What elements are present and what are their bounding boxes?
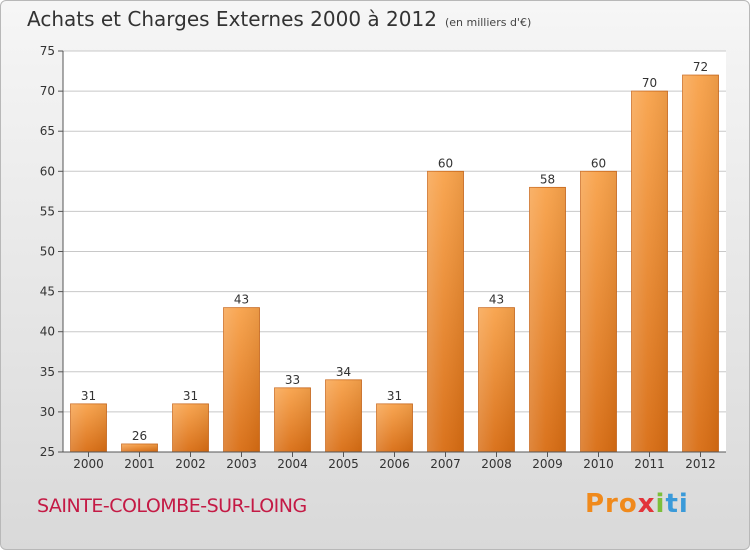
chart-subtitle: (en milliers d'€) (444, 16, 532, 29)
bar-value-label: 58 (540, 172, 555, 186)
x-tick-label: 2005 (328, 457, 359, 471)
bar-value-label: 26 (132, 429, 147, 443)
bar-shine (427, 171, 464, 453)
bar-shine (172, 403, 209, 452)
brand-part-3: i (655, 489, 666, 519)
bar-value-label: 34 (336, 365, 351, 379)
y-tick-label: 50 (40, 245, 55, 259)
x-tick-label: 2009 (532, 457, 563, 471)
bar-value-label: 72 (693, 60, 708, 74)
y-tick-label: 30 (40, 405, 55, 419)
x-tick-label: 2012 (685, 457, 716, 471)
brand-part-1: Pro (585, 489, 638, 519)
y-tick-label: 45 (40, 285, 55, 299)
chart-title-text: Achats et Charges Externes 2000 à 2012 (27, 7, 437, 31)
x-tick-label: 2004 (277, 457, 308, 471)
y-tick-label: 75 (40, 44, 55, 58)
x-tick-label: 2010 (583, 457, 614, 471)
bar-shine (325, 379, 362, 452)
x-tick-label: 2011 (634, 457, 665, 471)
bar-shine (682, 75, 719, 452)
x-tick-label: 2000 (73, 457, 104, 471)
x-tick-label: 2003 (226, 457, 257, 471)
x-tick-label: 2002 (175, 457, 206, 471)
y-tick-label: 25 (40, 445, 55, 459)
bar-shine (580, 171, 617, 453)
y-tick-label: 60 (40, 164, 55, 178)
bar-shine (478, 307, 515, 452)
y-tick-label: 35 (40, 365, 55, 379)
bar-shine (274, 387, 311, 452)
town-name: SAINTE-COLOMBE-SUR-LOING (37, 495, 307, 517)
x-tick-label: 2006 (379, 457, 410, 471)
bar-shine (631, 91, 668, 452)
bar-value-label: 33 (285, 373, 300, 387)
bar-shine (70, 403, 107, 452)
bar-shine (223, 307, 260, 452)
brand-part-4: ti (665, 489, 689, 519)
y-tick-label: 65 (40, 124, 55, 138)
y-tick-label: 70 (40, 84, 55, 98)
x-tick-label: 2001 (124, 457, 155, 471)
bar-value-label: 31 (183, 389, 198, 403)
bar-value-label: 70 (642, 76, 657, 90)
brand-part-2: x (637, 489, 656, 519)
bar-shine (121, 443, 158, 452)
bar-value-label: 31 (387, 389, 402, 403)
bar-shine (376, 403, 413, 452)
bar-value-label: 43 (234, 293, 249, 307)
bar-layer: 31 26 31 43 33 34 31 60 43 58 60 70 72 (70, 60, 719, 453)
y-tick-label: 55 (40, 204, 55, 218)
x-tick-label: 2008 (481, 457, 512, 471)
bar-value-label: 60 (438, 156, 453, 170)
x-tick-label: 2007 (430, 457, 461, 471)
proxiti-logo: Proxiti (585, 489, 689, 519)
chart-title: Achats et Charges Externes 2000 à 2012 (e… (27, 7, 531, 31)
y-tick-label: 40 (40, 325, 55, 339)
axis-layer: 25 30 35 40 45 50 55 60 65 70 75 2000 2001 2002 2003 20… (40, 44, 726, 471)
bar-value-label: 43 (489, 293, 504, 307)
bar-value-label: 31 (81, 389, 96, 403)
bar-shine (529, 187, 566, 452)
bar-value-label: 60 (591, 156, 606, 170)
